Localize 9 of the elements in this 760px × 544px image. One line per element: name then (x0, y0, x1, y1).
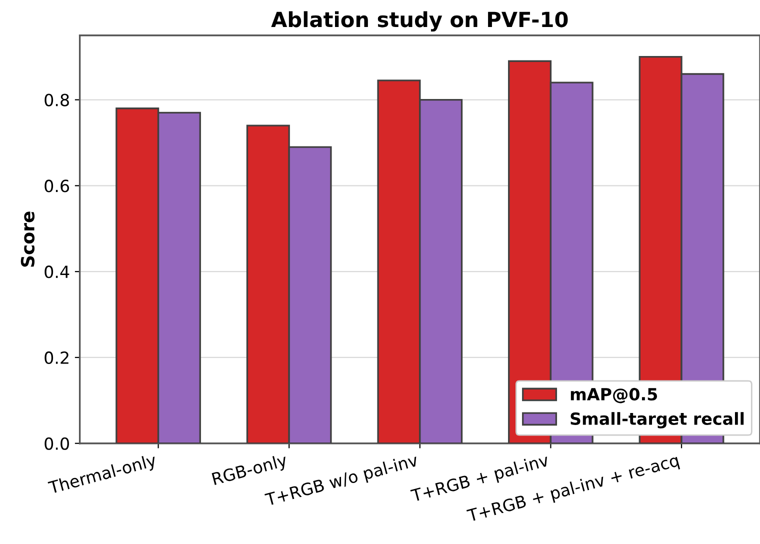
y-axis-title: Score (20, 212, 35, 267)
y-tick-label: 0.0 (44, 437, 69, 450)
chart-title: Ablation study on PVF-10 (271, 11, 568, 32)
legend-label: Small-target recall (570, 412, 744, 428)
y-tick-label: 0.6 (44, 180, 70, 192)
y-tick-label: 0.8 (44, 94, 69, 106)
y-tick-label: 0.4 (44, 266, 70, 278)
y-tick-label: 0.2 (44, 351, 68, 364)
legend-label: mAP@0.5 (570, 388, 658, 404)
